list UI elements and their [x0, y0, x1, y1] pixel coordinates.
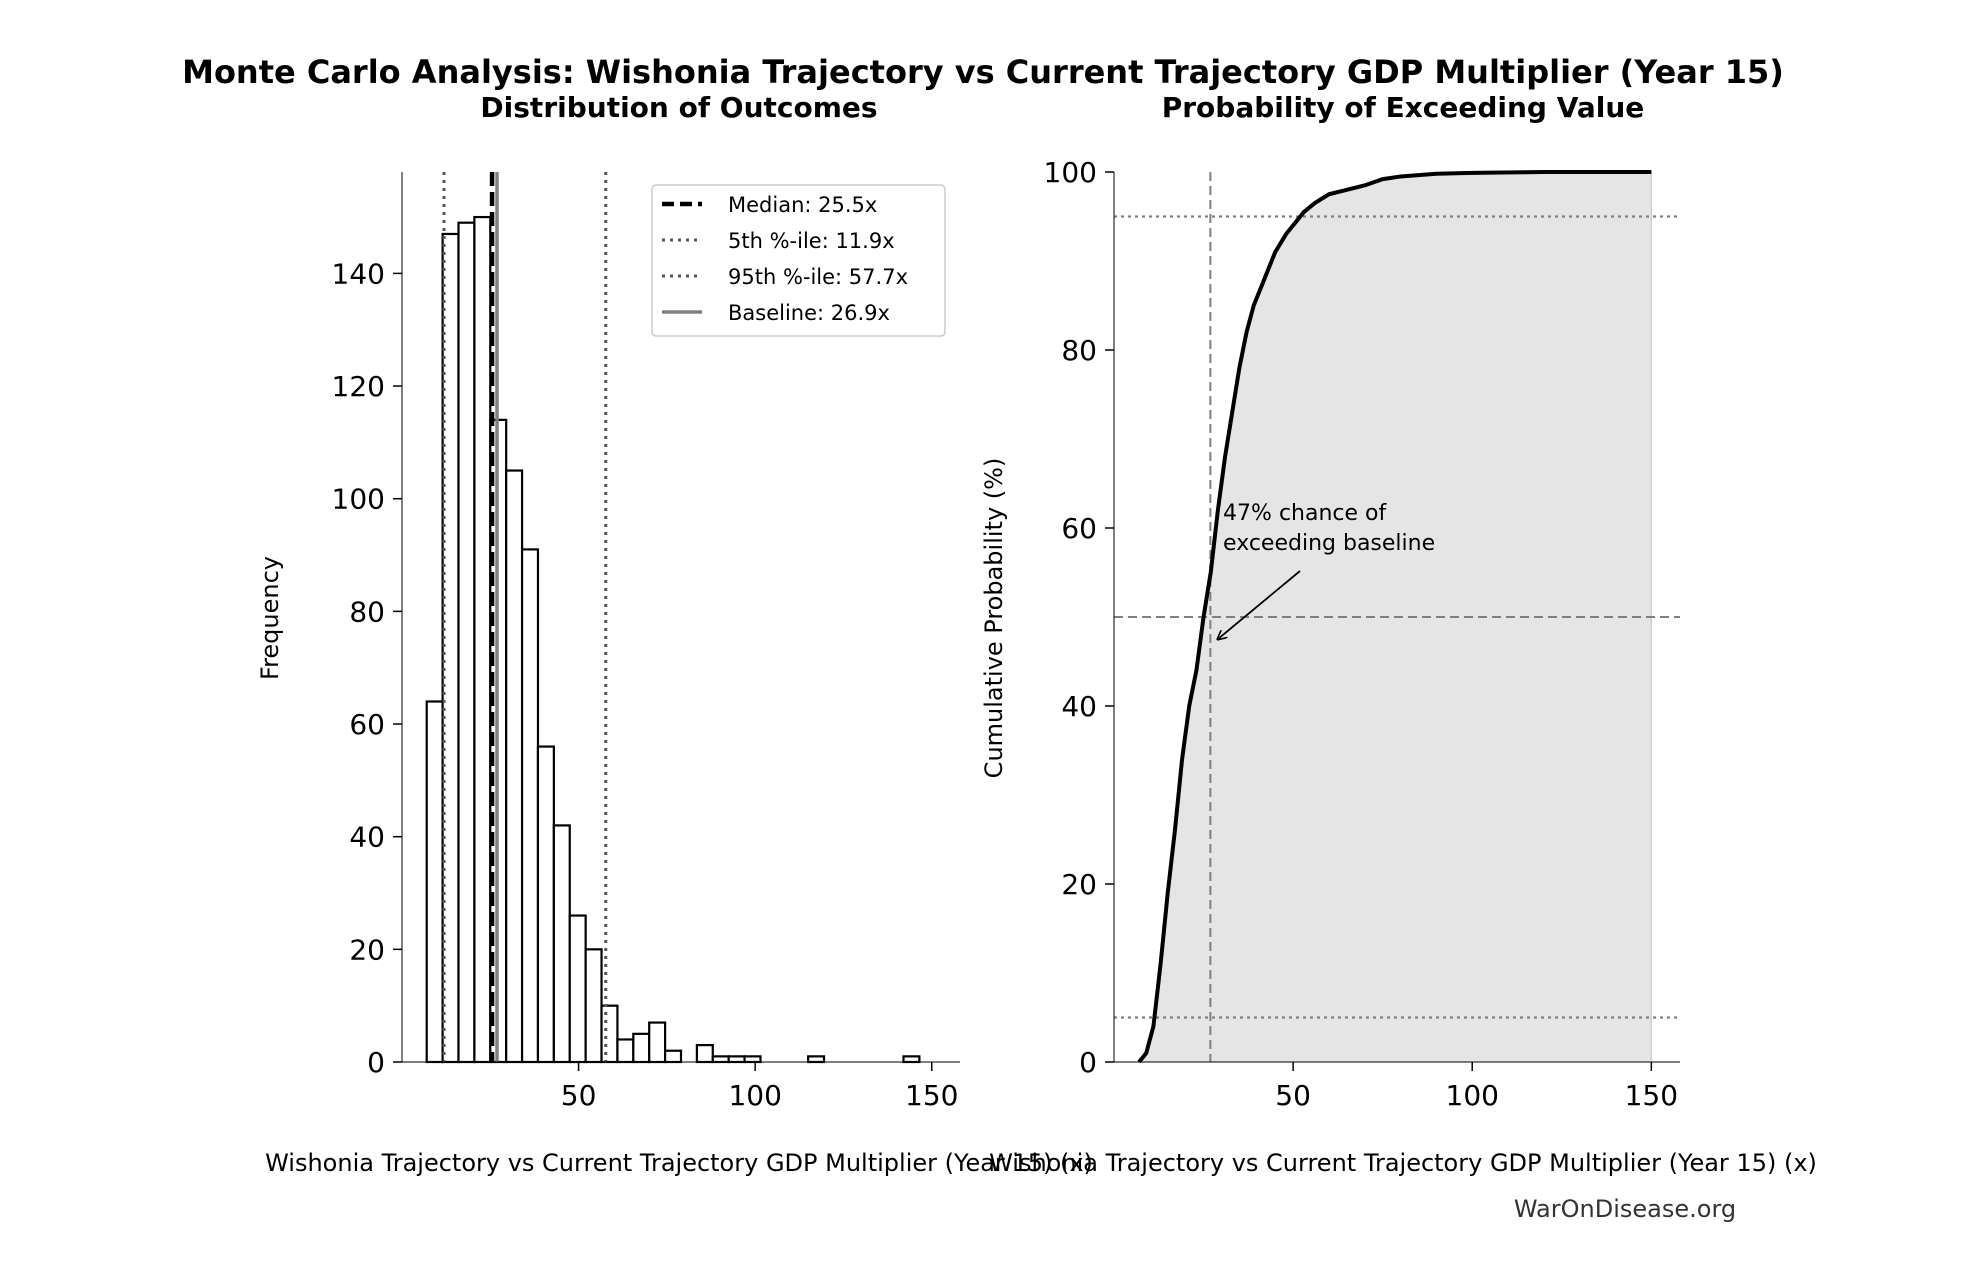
- histogram-bar: [695, 1044, 714, 1064]
- legend-box: [651, 184, 946, 337]
- cdf-y-tick-label: 0: [1079, 1046, 1097, 1079]
- annotation-text: 47% chance of: [1223, 501, 1387, 526]
- histogram-legend: Median: 25.5x 5th %-ile: 11.9x 95th %-ile:…: [651, 184, 946, 337]
- cdf-ylabel: Cumulative Probability (%): [980, 458, 1008, 779]
- cdf-panel: Probability of Exceeding Value 0 20 40 60 80…: [980, 91, 1817, 1177]
- cdf-x-tick-label: 50: [1275, 1079, 1311, 1112]
- cdf-y-tick-label: 20: [1061, 868, 1097, 901]
- histogram-x-tick-label: 100: [728, 1079, 781, 1112]
- histogram-axes: 0 20 40 60 80 100 120 140 50 100 150: [332, 172, 960, 1112]
- legend-entry: 5th %-ile: 11.9x: [728, 229, 895, 253]
- histogram-bar: [473, 215, 492, 1064]
- histogram-y-tick-label: 40: [349, 821, 385, 854]
- histogram-bar: [520, 548, 540, 1064]
- histogram-bar: [425, 700, 444, 1064]
- histogram-bar: [711, 1055, 730, 1064]
- histogram-y-tick-label: 80: [349, 595, 385, 628]
- histogram-bar: [457, 221, 476, 1064]
- histogram-y-tick-label: 120: [332, 370, 385, 403]
- histogram-xlabel: Wishonia Trajectory vs Current Trajector…: [265, 1149, 1093, 1177]
- histogram-bar: [632, 1032, 651, 1064]
- histogram-ylabel: Frequency: [256, 556, 284, 680]
- histogram-x-tick-label: 150: [905, 1079, 958, 1112]
- cdf-axes: 0 20 40 60 80 100 50 100 150: [1044, 156, 1680, 1112]
- histogram-bar: [600, 1004, 619, 1064]
- histogram-x-tick-label: 50: [561, 1079, 597, 1112]
- histogram-bar: [807, 1055, 826, 1064]
- cdf-y-tick-label: 100: [1044, 156, 1097, 189]
- cdf-xlabel: Wishonia Trajectory vs Current Trajector…: [989, 1149, 1817, 1177]
- histogram-y-tick-label: 100: [332, 483, 385, 516]
- watermark: WarOnDisease.org: [1514, 1195, 1736, 1223]
- histogram-bar: [648, 1021, 667, 1064]
- histogram-y-tick-label: 0: [367, 1046, 385, 1079]
- cdf-y-tick-label: 80: [1061, 334, 1097, 367]
- histogram-bar: [568, 914, 587, 1064]
- cdf-title: Probability of Exceeding Value: [1162, 91, 1645, 124]
- annotation-arrow: [1218, 570, 1301, 639]
- histogram-bar: [727, 1055, 746, 1064]
- cdf-annotation: 47% chance of exceeding baseline: [1218, 501, 1435, 639]
- histogram-bars: [425, 215, 921, 1064]
- cdf-line: [1137, 170, 1652, 1064]
- histogram-bar: [505, 469, 524, 1064]
- legend-entry: 95th %-ile: 57.7x: [728, 265, 908, 289]
- cdf-y-tick-label: 40: [1061, 690, 1097, 723]
- cdf-x-tick-label: 150: [1625, 1079, 1678, 1112]
- histogram-bar: [902, 1055, 921, 1064]
- histogram-panel: Distribution of Outcomes 0 20 40 60 80 100 120…: [256, 91, 1093, 1177]
- histogram-y-tick-label: 140: [332, 257, 385, 290]
- histogram-y-tick-label: 60: [349, 708, 385, 741]
- histogram-bar: [743, 1055, 762, 1064]
- figure-title: Monte Carlo Analysis: Wishonia Trajector…: [182, 53, 1784, 91]
- cdf-plot: [1114, 170, 1680, 1064]
- histogram-reference-lines: [442, 172, 608, 1062]
- histogram-title: Distribution of Outcomes: [480, 91, 877, 124]
- cdf-x-tick-label: 100: [1446, 1079, 1499, 1112]
- histogram-y-tick-label: 20: [349, 933, 385, 966]
- histogram-bar: [664, 1049, 683, 1064]
- histogram-bar: [552, 824, 571, 1064]
- cdf-y-tick-label: 60: [1061, 512, 1097, 545]
- annotation-text: exceeding baseline: [1223, 531, 1435, 556]
- legend-entry: Baseline: 26.9x: [728, 301, 890, 325]
- histogram-bar: [536, 745, 555, 1064]
- legend-entry: Median: 25.5x: [728, 193, 877, 217]
- histogram-bar: [584, 948, 603, 1064]
- histogram-bar: [616, 1038, 635, 1064]
